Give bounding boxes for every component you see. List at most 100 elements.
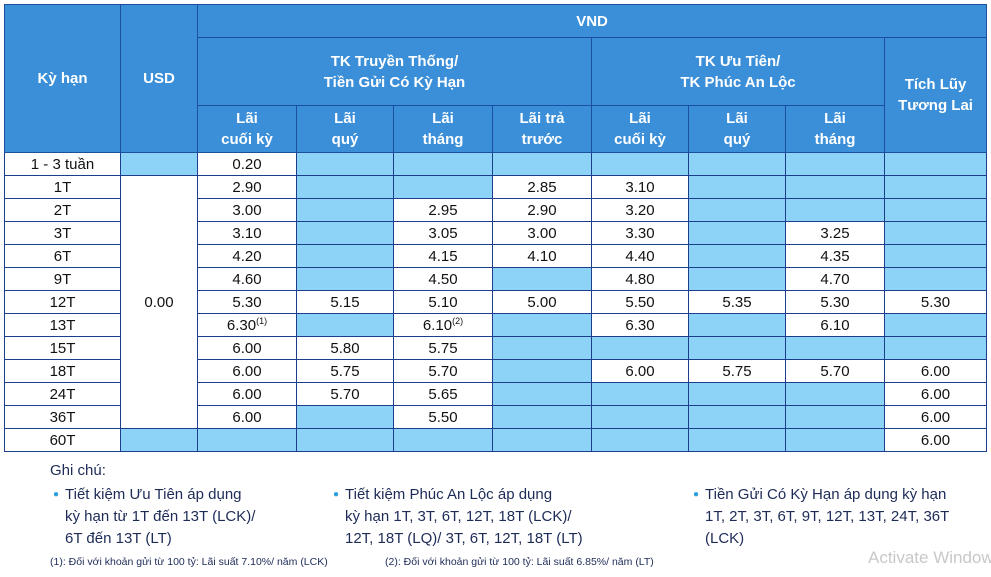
empty-cell (296, 175, 394, 199)
term-cell: 9T (4, 267, 121, 291)
note-item: ● Tiết kiệm Phúc An Lộc áp dụng kỳ hạn 1T,… (333, 484, 583, 550)
note-item: ● Tiền Gửi Có Kỳ Hạn áp dụng kỳ hạn 1T, 2T… (693, 484, 950, 550)
empty-cell (785, 336, 885, 360)
rate-cell: 6.00 (883, 428, 988, 452)
header-line: Lãi (236, 110, 258, 127)
rate-cell: 3.10 (197, 221, 297, 245)
empty-cell (883, 336, 988, 360)
term-cell: 36T (4, 405, 121, 429)
rate-cell: 4.50 (393, 267, 493, 291)
note-line: Tiền Gửi Có Kỳ Hạn áp dụng kỳ hạn (705, 486, 947, 503)
empty-cell (393, 428, 493, 452)
header-line: Lãi (432, 110, 454, 127)
empty-cell (688, 313, 786, 337)
rate-cell: 5.15 (296, 290, 394, 314)
rate-value: 6.10 (422, 317, 453, 334)
empty-cell (296, 267, 394, 291)
rate-row: 15T 6.00 5.80 5.75 (4, 336, 988, 360)
bullet: ● (53, 489, 60, 500)
header-line: Lãi (334, 110, 356, 127)
footnote-ref: (1) (256, 316, 268, 326)
term-cell: 2T (4, 198, 121, 222)
rate-row: 18T 6.00 5.75 5.70 6.00 5.75 5.70 6.00 (4, 359, 988, 383)
empty-cell (883, 267, 988, 291)
empty-cell (492, 267, 592, 291)
footnote: (2): Đối với khoản gửi từ 100 tỷ: Lãi su… (385, 556, 654, 568)
note-line: 6T đến 13T (LT) (65, 530, 172, 547)
note-line: Tiết kiệm Phúc An Lộc áp dụng (345, 486, 553, 503)
rate-cell: 3.30 (591, 221, 689, 245)
note-line: 1T, 2T, 3T, 6T, 9T, 12T, 13T, 24T, 36T (705, 508, 950, 525)
footnote-ref: (2) (452, 316, 464, 326)
notes-title: Ghi chú: (50, 462, 106, 479)
rate-table: Kỳ hạn USD VND TK Truyền Thống/Tiền Gửi Có … (4, 4, 988, 452)
empty-cell (785, 428, 885, 452)
header-line: Tương Lai (898, 97, 973, 114)
empty-cell (197, 428, 297, 452)
rate-cell: 6.00 (197, 405, 297, 429)
note-line: kỳ hạn 1T, 3T, 6T, 12T, 18T (LCK)/ (345, 508, 572, 525)
note-line: (LCK) (705, 530, 745, 547)
empty-cell (393, 152, 493, 176)
header-line: tháng (422, 131, 464, 148)
sub-header: Lãi cuối kỳ (591, 105, 689, 153)
empty-cell (785, 382, 885, 406)
header-row: Lãi cuối kỳ Lãi quý Lãi tháng Lãi trả trước Lãi c… (5, 105, 987, 153)
empty-cell (120, 428, 198, 452)
rate-row: 1 - 3 tuần 0.20 (4, 152, 988, 176)
usd-rate: 0.00 (120, 175, 198, 429)
term-cell: 3T (4, 221, 121, 245)
empty-cell (296, 198, 394, 222)
watermark: Activate Windows (868, 548, 991, 567)
header-line: cuối kỳ (221, 131, 273, 148)
group-header: TK Ưu Tiên/TK Phúc An Lộc (591, 37, 885, 106)
rate-row: 1T 0.00 2.90 2.85 3.10 (4, 175, 988, 429)
empty-cell (688, 244, 786, 268)
sub-header: Lãi quý (296, 105, 394, 153)
footnote: (1): Đối với khoản gửi từ 100 tỷ: Lãi su… (50, 556, 328, 568)
rate-cell: 6.00 (197, 382, 297, 406)
rate-cell: 5.70 (785, 359, 885, 383)
rate-cell: 5.50 (591, 290, 689, 314)
empty-cell (591, 428, 689, 452)
rate-cell: 6.10(2) (393, 313, 493, 337)
empty-cell (883, 152, 988, 176)
term-cell: 60T (4, 428, 121, 452)
rate-cell: 3.00 (492, 221, 592, 245)
header-line: quý (723, 131, 751, 148)
header-line: Lãi trả (519, 110, 565, 127)
rate-cell: 4.70 (785, 267, 885, 291)
rate-cell: 5.00 (492, 290, 592, 314)
group-header: TK Truyền Thống/Tiền Gửi Có Kỳ Hạn (197, 37, 592, 106)
rate-cell: 3.20 (591, 198, 689, 222)
rate-cell: 6.00 (883, 382, 988, 406)
empty-cell (296, 221, 394, 245)
header-line: TK Truyền Thống/ (330, 52, 459, 70)
header-row: TK Truyền Thống/Tiền Gửi Có Kỳ Hạn TK Ưu … (5, 37, 988, 153)
empty-cell (688, 336, 786, 360)
empty-cell (492, 405, 592, 429)
empty-cell (688, 382, 786, 406)
rate-cell: 4.60 (197, 267, 297, 291)
rate-row: 2T 3.00 2.95 2.90 3.20 (4, 198, 988, 222)
rate-cell: 4.35 (785, 244, 885, 268)
header-line: TK Phúc An Lộc (680, 73, 796, 91)
rate-cell: 5.35 (688, 290, 786, 314)
empty-cell (296, 405, 394, 429)
empty-cell (393, 175, 493, 199)
rate-cell: 6.00 (883, 405, 988, 429)
term-header: Kỳ hạn (4, 4, 121, 153)
rate-cell: 5.65 (393, 382, 493, 406)
header-line: Lãi (726, 110, 748, 127)
header-line: quý (331, 131, 359, 148)
term-cell: 24T (4, 382, 121, 406)
rate-cell: 5.70 (296, 382, 394, 406)
empty-cell (883, 244, 988, 268)
rate-row: 60T 6.00 (4, 428, 988, 452)
term-cell: 6T (4, 244, 121, 268)
term-cell: 18T (4, 359, 121, 383)
rate-cell: 4.80 (591, 267, 689, 291)
note-item: ● Tiết kiệm Ưu Tiên áp dụng kỳ hạn từ 1T đ… (53, 484, 255, 550)
